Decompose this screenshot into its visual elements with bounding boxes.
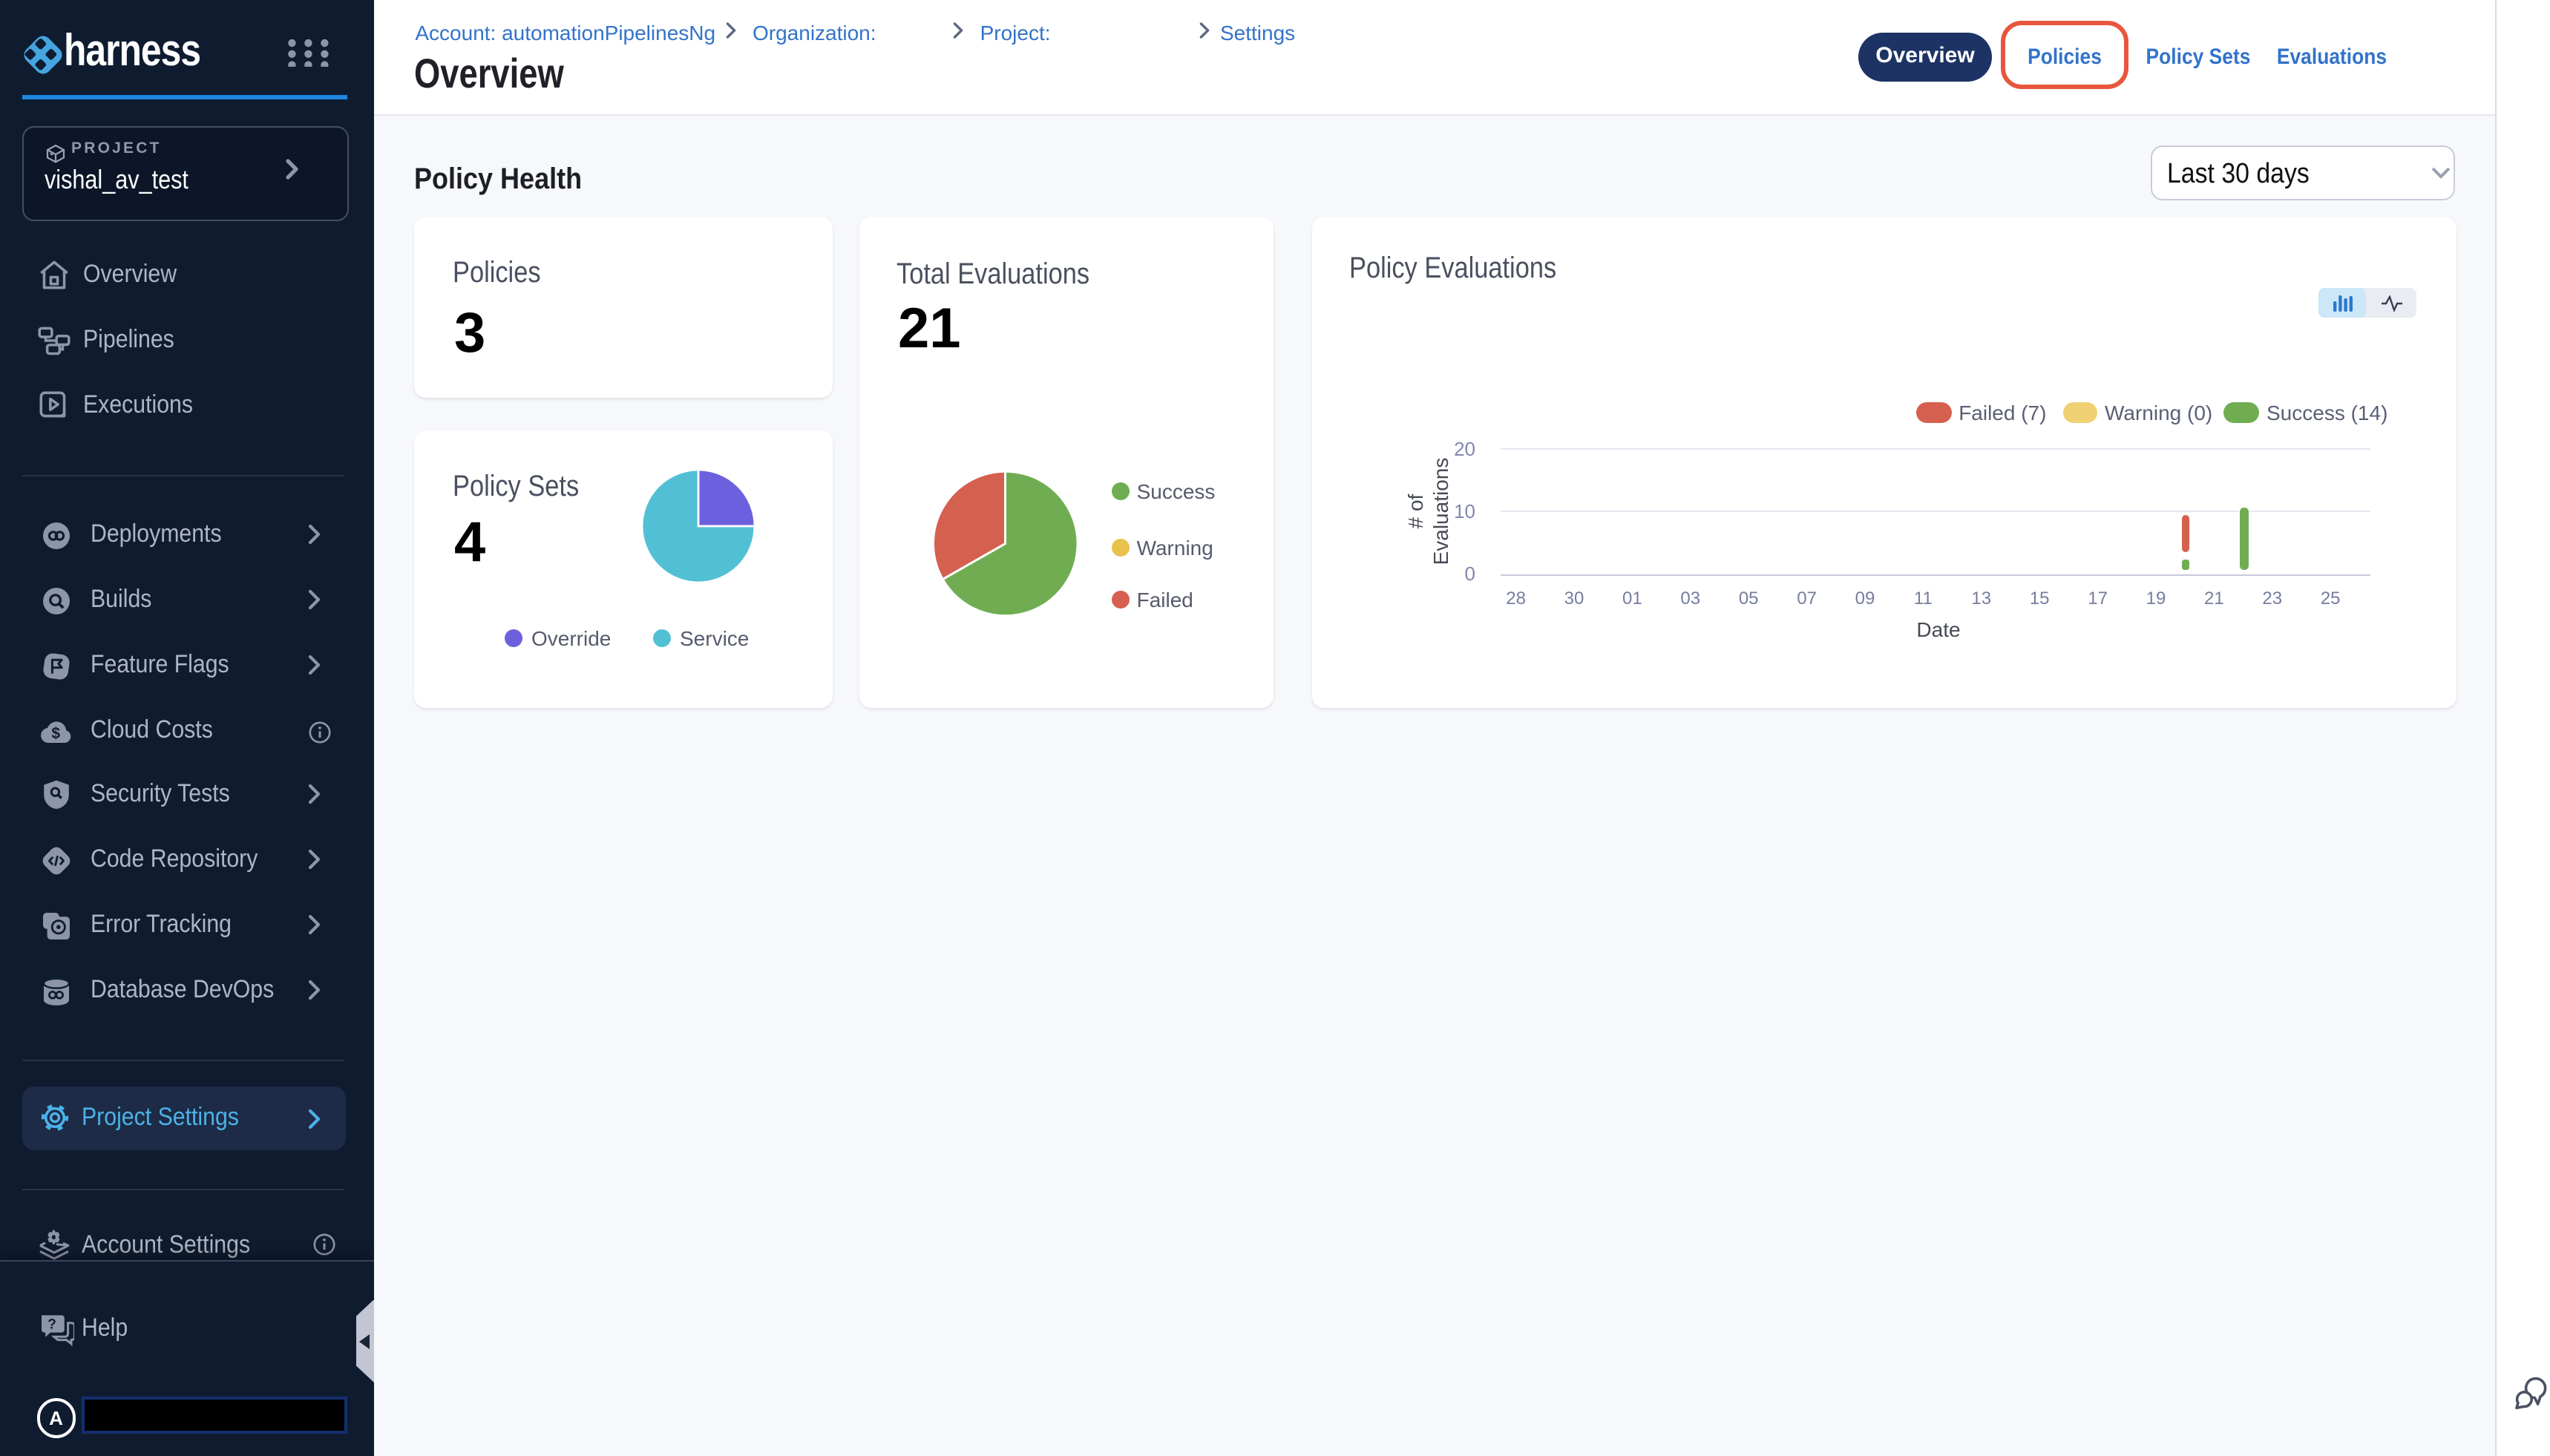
svg-text:?: ? bbox=[47, 1316, 56, 1331]
svg-text:$: $ bbox=[51, 724, 60, 741]
